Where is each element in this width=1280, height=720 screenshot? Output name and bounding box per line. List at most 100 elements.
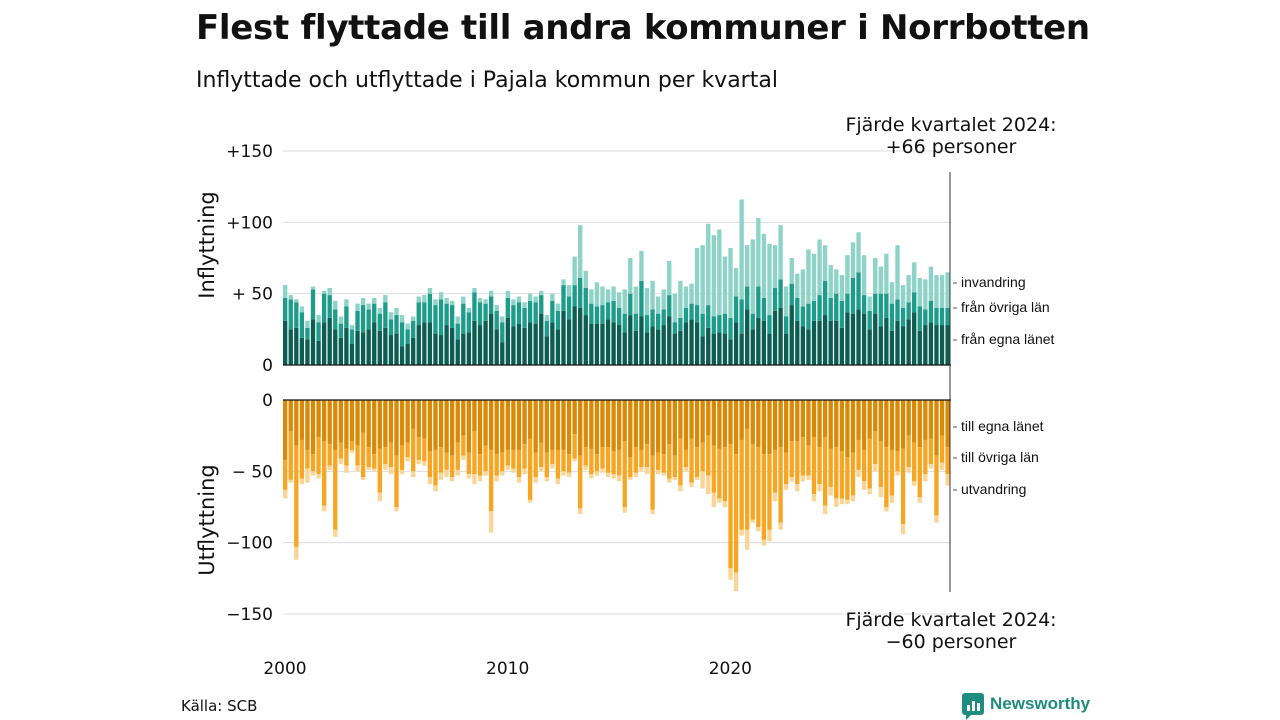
bar-segment xyxy=(795,297,800,321)
bar-segment xyxy=(611,286,616,301)
bar-segment xyxy=(338,337,344,365)
bar-segment xyxy=(878,293,883,327)
bar-segment xyxy=(605,319,611,365)
bar-segment xyxy=(594,323,600,365)
bar-segment xyxy=(900,307,906,327)
bar-segment xyxy=(822,437,828,506)
bar-segment xyxy=(895,451,900,472)
bar-segment xyxy=(488,296,494,314)
bar-segment xyxy=(288,431,293,480)
bar-segment xyxy=(438,299,444,336)
bar-segment xyxy=(455,442,460,470)
bar-segment xyxy=(934,275,939,308)
bar-segment xyxy=(856,469,861,478)
bar-segment xyxy=(728,339,733,365)
bar-segment xyxy=(889,330,895,365)
bar-segment xyxy=(522,468,527,475)
bar-segment xyxy=(383,464,388,470)
bar-segment xyxy=(550,322,555,365)
bar-segment xyxy=(728,248,733,318)
bar-segment xyxy=(550,300,555,323)
bar-segment xyxy=(733,322,739,365)
bar-segment xyxy=(388,442,394,468)
bar-segment xyxy=(756,218,761,287)
bar-segment xyxy=(839,275,845,301)
bar-segment xyxy=(555,329,561,365)
bar-segment xyxy=(416,302,421,326)
bar-segment xyxy=(394,333,399,365)
bar-segment xyxy=(800,475,806,482)
bar-segment xyxy=(516,449,522,478)
bar-segment xyxy=(811,320,817,365)
bar-segment xyxy=(383,447,388,465)
bar-segment xyxy=(450,455,455,478)
bar-segment xyxy=(294,546,299,560)
bar-segment xyxy=(722,256,728,314)
bar-segment xyxy=(527,400,533,439)
y-tick-label: + 50 xyxy=(232,285,273,305)
bar-segment xyxy=(672,455,678,478)
bar-segment xyxy=(672,333,678,365)
bar-segment xyxy=(917,497,922,503)
bar-segment xyxy=(438,400,444,448)
bar-segment xyxy=(399,346,405,365)
bar-segment xyxy=(661,309,666,326)
bar-segment xyxy=(399,469,405,475)
bar-segment xyxy=(678,400,683,439)
bar-segment xyxy=(784,484,789,490)
bar-segment xyxy=(450,327,455,365)
bar-segment xyxy=(628,477,633,480)
bar-segment xyxy=(784,316,789,334)
bar-segment xyxy=(817,239,822,296)
bar-segment xyxy=(589,323,594,365)
bar-segment xyxy=(294,445,299,547)
bar-segment xyxy=(867,438,872,489)
bar-segment xyxy=(294,302,299,328)
bar-segment xyxy=(667,444,672,479)
bar-segment xyxy=(750,313,755,330)
bar-segment xyxy=(806,445,811,476)
bar-segment xyxy=(756,286,761,318)
bar-segment xyxy=(572,458,577,462)
bar-segment xyxy=(305,327,310,340)
bar-segment xyxy=(889,303,895,331)
bar-segment xyxy=(655,400,661,453)
bar-segment xyxy=(828,400,833,449)
bar-segment xyxy=(566,454,572,473)
bar-segment xyxy=(472,431,477,475)
bar-segment xyxy=(321,400,327,442)
bar-segment xyxy=(639,400,644,450)
bar-segment xyxy=(845,400,850,458)
bar-segment xyxy=(438,447,444,473)
bar-segment xyxy=(555,400,561,450)
bar-segment xyxy=(856,400,861,440)
bar-segment xyxy=(405,343,410,365)
bar-segment xyxy=(472,292,477,321)
bar-segment xyxy=(561,310,566,365)
bar-segment xyxy=(711,333,716,365)
bar-segment xyxy=(706,435,711,476)
bar-segment xyxy=(477,302,483,326)
bar-segment xyxy=(461,296,466,304)
bar-segment xyxy=(834,269,839,294)
bar-segment xyxy=(867,296,872,311)
bar-segment xyxy=(422,438,427,462)
bar-segment xyxy=(800,326,806,365)
bar-segment xyxy=(828,297,833,321)
brand-name: Newsworthy xyxy=(990,694,1091,713)
bar-segment xyxy=(349,449,355,453)
bar-segment xyxy=(639,280,644,317)
bar-segment xyxy=(466,474,472,479)
bar-segment xyxy=(305,320,310,328)
bar-segment xyxy=(689,283,694,304)
bar-segment xyxy=(477,325,483,365)
bar-segment xyxy=(438,472,444,480)
bar-segment xyxy=(555,449,561,479)
bar-segment xyxy=(767,315,772,334)
bar-segment xyxy=(338,458,344,465)
bar-segment xyxy=(633,330,639,365)
bar-segment xyxy=(717,229,722,316)
bar-segment xyxy=(444,303,449,326)
bar-segment xyxy=(583,400,588,448)
bar-segment xyxy=(555,478,561,485)
